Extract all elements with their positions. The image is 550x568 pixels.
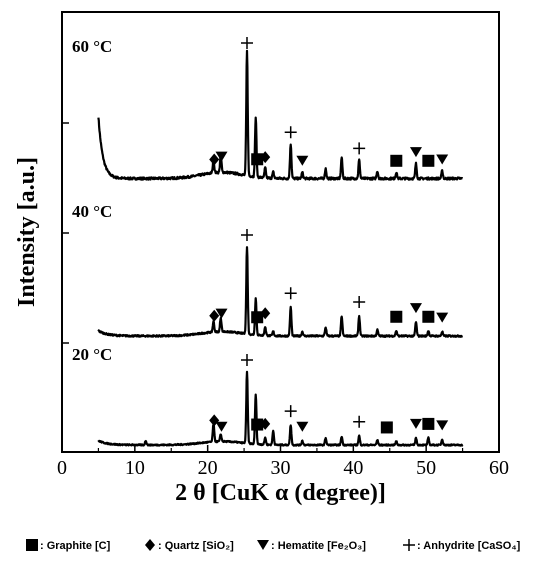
legend-label: : Anhydrite [CaSO₄] — [417, 540, 521, 552]
triangle-marker — [215, 421, 228, 432]
diamond-marker — [260, 417, 271, 430]
legend-item: : Graphite [C] — [26, 539, 111, 552]
square-marker — [251, 153, 264, 166]
series-label: 60 °C — [72, 37, 112, 56]
legend-square-icon — [26, 539, 38, 551]
x-tick-label: 20 — [198, 457, 218, 479]
diamond-marker — [260, 307, 271, 320]
legend-label: : Quartz [SiO₂] — [158, 540, 234, 552]
plus-marker — [284, 405, 297, 418]
triangle-marker — [409, 418, 422, 429]
legend-triangle-icon — [257, 540, 269, 550]
series-label: 40 °C — [72, 202, 112, 221]
plot-frame-group — [61, 11, 500, 453]
legend-item: : Hematite [Fe₂O₃] — [257, 540, 366, 552]
y-axis-label: Intensity [a.u.] — [14, 157, 40, 307]
spectrum-line — [97, 246, 464, 338]
diamond-marker — [209, 153, 220, 166]
triangle-marker — [436, 312, 449, 323]
plus-marker — [240, 37, 253, 49]
plus-marker — [284, 287, 297, 300]
square-marker — [380, 421, 393, 434]
x-tick-label: 40 — [343, 457, 363, 479]
x-tick-label: 60 — [489, 457, 509, 479]
legend-plus-icon — [403, 539, 415, 551]
diamond-marker — [209, 309, 220, 322]
square-marker — [390, 310, 403, 323]
square-marker — [422, 154, 435, 167]
square-marker — [390, 154, 403, 167]
plus-marker — [353, 415, 366, 428]
x-tick-label: 50 — [416, 457, 436, 479]
x-tick-label: 0 — [57, 457, 67, 479]
square-marker — [422, 417, 435, 430]
x-axis-label: 2 θ [CuK α (degree)] — [175, 480, 386, 506]
legend-label: : Hematite [Fe₂O₃] — [271, 540, 366, 552]
plus-marker — [240, 354, 253, 366]
series-label: 20 °C — [72, 345, 112, 364]
triangle-marker — [409, 303, 422, 314]
triangle-marker — [215, 151, 228, 162]
triangle-marker — [296, 155, 309, 166]
diamond-marker — [260, 151, 271, 164]
x-tick-label: 30 — [271, 457, 291, 479]
square-marker — [251, 418, 264, 431]
spectrum-line — [97, 370, 464, 447]
legend-diamond-icon — [145, 539, 155, 551]
markers-group — [209, 37, 449, 434]
axes-group: 0 10 20 30 40 50 60 2 θ [CuK α (degree)] Intensi… — [14, 122, 509, 506]
legend-group: : Graphite [C] : Quartz [SiO₂] : Hematite … — [26, 539, 521, 552]
series-group: 60 °C 40 °C 20 °C — [72, 37, 464, 447]
x-tick-label: 10 — [125, 457, 145, 479]
triangle-marker — [436, 420, 449, 431]
square-marker — [251, 311, 264, 324]
square-marker — [422, 310, 435, 323]
legend-item: : Anhydrite [CaSO₄] — [403, 539, 521, 552]
legend-item: : Quartz [SiO₂] — [145, 539, 234, 552]
triangle-marker — [296, 421, 309, 432]
triangle-marker — [436, 154, 449, 165]
plus-marker — [353, 142, 366, 155]
plus-marker — [353, 295, 366, 308]
plus-marker — [240, 229, 253, 241]
plot-frame — [61, 11, 500, 453]
legend-label: : Graphite [C] — [40, 540, 111, 552]
triangle-marker — [409, 147, 422, 158]
plus-marker — [284, 126, 297, 139]
triangle-marker — [215, 308, 228, 319]
spectrum-line — [97, 49, 464, 181]
